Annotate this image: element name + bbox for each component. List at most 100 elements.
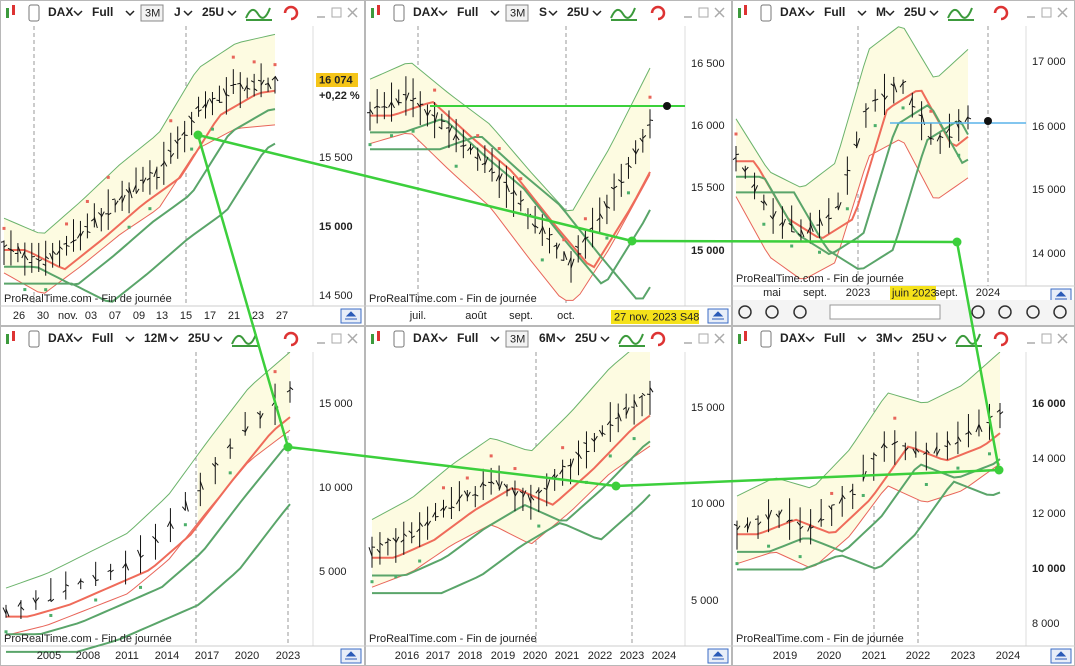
sar-dot bbox=[454, 164, 458, 168]
timeframe-button-label[interactable]: 3M bbox=[510, 7, 525, 19]
refresh-icon[interactable] bbox=[650, 331, 666, 347]
link-icon[interactable] bbox=[760, 330, 772, 348]
timeframe-button[interactable] bbox=[505, 4, 529, 22]
price-bar-close bbox=[259, 412, 264, 420]
period-selector[interactable]: 3M bbox=[876, 331, 893, 345]
mode-selector[interactable]: Full bbox=[824, 331, 845, 345]
menu-tool[interactable] bbox=[793, 305, 807, 319]
symbol-selector[interactable]: DAX bbox=[780, 331, 805, 345]
chart-type-icon[interactable] bbox=[371, 334, 374, 344]
zoom-in[interactable] bbox=[1026, 305, 1040, 319]
price-bar-close bbox=[490, 481, 495, 485]
price-bar-close bbox=[930, 137, 935, 140]
mode-selector[interactable]: Full bbox=[457, 5, 478, 19]
units-selector[interactable]: 25U bbox=[188, 331, 210, 345]
indicator-icon[interactable] bbox=[231, 333, 258, 347]
bollinger-band bbox=[736, 26, 968, 279]
band-upper bbox=[735, 26, 969, 188]
zoom-out[interactable] bbox=[998, 305, 1012, 319]
indicator-icon[interactable] bbox=[618, 333, 645, 347]
maximize-button[interactable] bbox=[331, 333, 342, 344]
refresh-icon[interactable] bbox=[283, 331, 299, 347]
units-selector[interactable]: 25U bbox=[904, 5, 926, 19]
units-selector[interactable]: 25U bbox=[575, 331, 597, 345]
maximize-button[interactable] bbox=[698, 333, 709, 344]
price-bar-open bbox=[880, 442, 885, 449]
mode-selector[interactable]: Full bbox=[824, 5, 845, 19]
units-selector[interactable]: 25U bbox=[912, 331, 934, 345]
sar-dot bbox=[231, 55, 235, 59]
symbol-selector[interactable]: DAX bbox=[413, 331, 438, 345]
period-selector[interactable]: J bbox=[174, 5, 181, 19]
period-selector[interactable]: 6M bbox=[539, 331, 556, 345]
link-icon[interactable] bbox=[393, 4, 405, 22]
close-button[interactable] bbox=[714, 7, 725, 18]
price-bar-open bbox=[527, 494, 532, 504]
close-button[interactable] bbox=[347, 333, 358, 344]
refresh-icon[interactable] bbox=[283, 5, 299, 21]
price-bar-close bbox=[925, 449, 930, 454]
price-bar-open bbox=[488, 167, 493, 173]
sar-dot bbox=[370, 580, 374, 584]
close-button[interactable] bbox=[1057, 333, 1068, 344]
maximize-button[interactable] bbox=[1041, 333, 1052, 344]
chart-type-icon[interactable] bbox=[371, 8, 374, 18]
timeframe-button-label[interactable]: 3M bbox=[510, 333, 525, 345]
price-label: 16 000 bbox=[1032, 121, 1066, 133]
period-selector[interactable]: S bbox=[539, 5, 547, 19]
timeframe-button[interactable] bbox=[505, 330, 529, 348]
sar-dot bbox=[390, 134, 394, 138]
symbol-selector[interactable]: DAX bbox=[48, 331, 73, 345]
share-tool[interactable] bbox=[765, 305, 779, 319]
price-bar-open bbox=[546, 237, 550, 241]
period-selector[interactable]: 12M bbox=[144, 331, 167, 345]
symbol-selector[interactable]: DAX bbox=[48, 5, 73, 19]
link-icon[interactable] bbox=[28, 330, 40, 348]
price-bar-open bbox=[49, 252, 54, 261]
period-selector[interactable]: M bbox=[876, 5, 886, 19]
close-button[interactable] bbox=[347, 7, 358, 18]
dropdown-arrow bbox=[438, 10, 448, 17]
close-button[interactable] bbox=[1057, 7, 1068, 18]
mode-selector[interactable]: Full bbox=[92, 5, 113, 19]
price-bar-close bbox=[570, 458, 575, 468]
close-button[interactable] bbox=[714, 333, 725, 344]
chart-type-icon[interactable] bbox=[738, 8, 741, 18]
mode-selector[interactable]: Full bbox=[457, 331, 478, 345]
timeframe-button[interactable] bbox=[140, 4, 164, 22]
chart-type-icon[interactable] bbox=[6, 334, 9, 344]
maximize-button[interactable] bbox=[331, 7, 342, 18]
link-icon[interactable] bbox=[393, 330, 405, 348]
connector-node bbox=[952, 237, 962, 247]
price-bar-open bbox=[132, 184, 137, 193]
price-bar-close bbox=[809, 223, 814, 232]
maximize-button[interactable] bbox=[698, 7, 709, 18]
time-label: juil. bbox=[409, 310, 427, 322]
symbol-selector[interactable]: DAX bbox=[413, 5, 438, 19]
timeframe-button-label[interactable]: 3M bbox=[145, 7, 160, 19]
draw-tool[interactable] bbox=[738, 305, 752, 319]
refresh-icon[interactable] bbox=[993, 331, 1009, 347]
search-tool[interactable] bbox=[1053, 305, 1067, 319]
indicator-icon[interactable] bbox=[245, 7, 272, 21]
price-bar-close bbox=[541, 225, 546, 234]
price-bar-close bbox=[443, 505, 447, 512]
symbol-selector[interactable]: DAX bbox=[780, 5, 805, 19]
price-bar-close bbox=[610, 424, 614, 427]
mode-selector[interactable]: Full bbox=[92, 331, 113, 345]
units-selector[interactable]: 25U bbox=[567, 5, 589, 19]
sar-dot bbox=[489, 454, 493, 458]
indicator-icon[interactable] bbox=[610, 7, 637, 21]
chart-type-icon[interactable] bbox=[738, 334, 741, 344]
link-icon[interactable] bbox=[760, 4, 772, 22]
link-icon[interactable] bbox=[28, 4, 40, 22]
refresh-icon[interactable] bbox=[650, 5, 666, 21]
units-selector[interactable]: 25U bbox=[202, 5, 224, 19]
maximize-button[interactable] bbox=[1041, 7, 1052, 18]
chart-type-icon[interactable] bbox=[6, 8, 9, 18]
indicator-icon[interactable] bbox=[947, 7, 974, 21]
zoom-tool[interactable] bbox=[971, 305, 985, 319]
nav-scrollbar[interactable] bbox=[829, 304, 941, 320]
refresh-icon[interactable] bbox=[993, 5, 1009, 21]
price-bar-close bbox=[184, 134, 188, 137]
